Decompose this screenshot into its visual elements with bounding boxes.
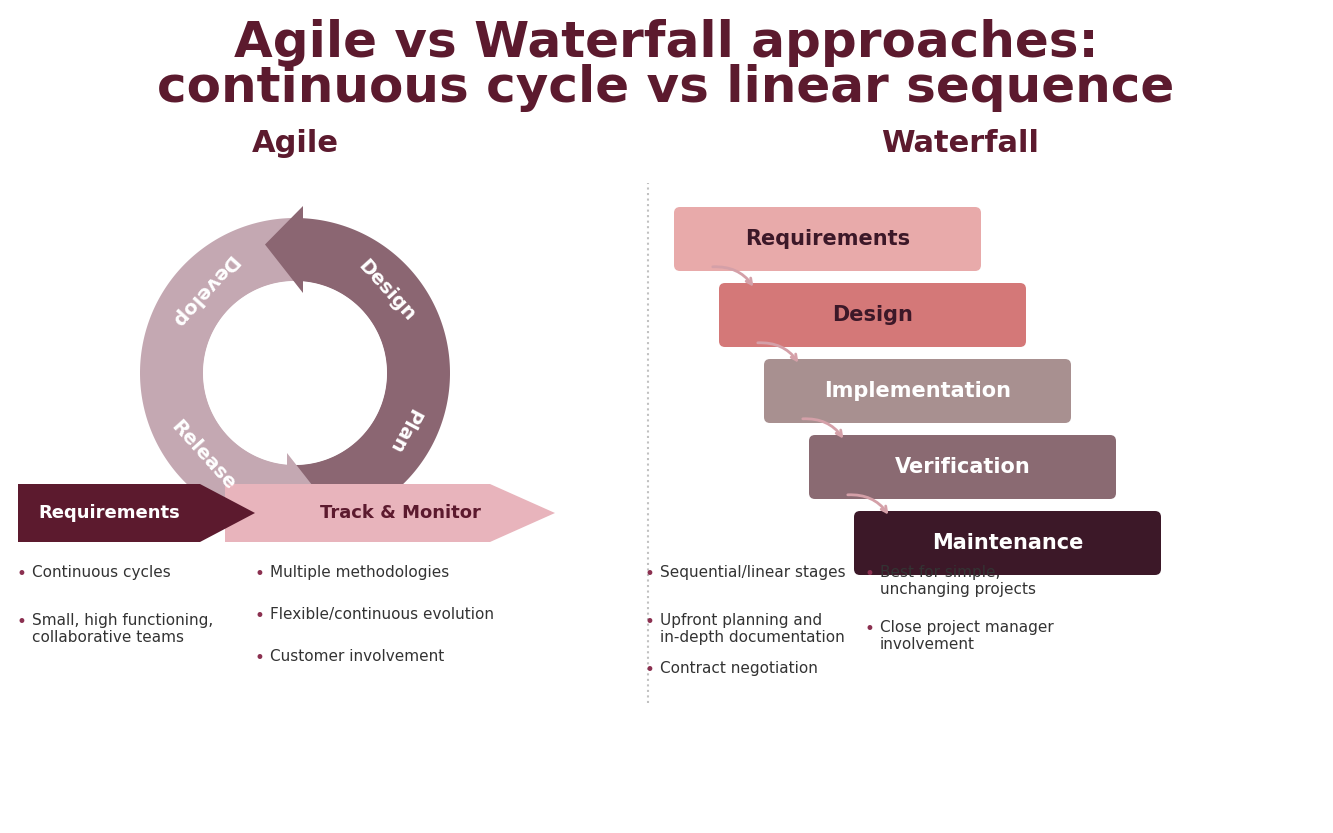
Text: Requirements: Requirements [745, 229, 910, 249]
Text: Plan: Plan [384, 406, 424, 456]
Text: Contract negotiation: Contract negotiation [660, 661, 818, 676]
Text: Close project manager: Close project manager [880, 620, 1054, 635]
Text: Release: Release [167, 417, 239, 494]
Text: Design: Design [832, 305, 913, 325]
Text: Sequential/linear stages: Sequential/linear stages [660, 565, 845, 580]
Text: Multiple methodologies: Multiple methodologies [271, 565, 449, 580]
Circle shape [204, 282, 387, 464]
Text: Maintenance: Maintenance [932, 533, 1084, 553]
Text: Implementation: Implementation [824, 381, 1010, 401]
Polygon shape [265, 206, 303, 293]
Text: •: • [644, 661, 655, 679]
Text: Waterfall: Waterfall [881, 128, 1038, 157]
Text: involvement: involvement [880, 637, 974, 652]
FancyBboxPatch shape [674, 207, 981, 271]
Text: Verification: Verification [894, 457, 1030, 477]
FancyBboxPatch shape [718, 283, 1026, 347]
Text: Flexible/continuous evolution: Flexible/continuous evolution [271, 607, 495, 622]
Text: in-depth documentation: in-depth documentation [660, 630, 845, 645]
FancyBboxPatch shape [764, 359, 1070, 423]
Text: continuous cycle vs linear sequence: continuous cycle vs linear sequence [157, 64, 1174, 112]
Polygon shape [225, 484, 555, 542]
FancyBboxPatch shape [809, 435, 1116, 499]
Text: •: • [644, 565, 655, 583]
Text: •: • [16, 613, 27, 631]
Text: Develop: Develop [167, 251, 240, 330]
Polygon shape [287, 453, 325, 540]
Text: •: • [16, 565, 27, 583]
Text: Agile: Agile [252, 128, 339, 157]
Text: collaborative teams: collaborative teams [32, 630, 184, 645]
Text: Upfront planning and: Upfront planning and [660, 613, 822, 628]
Text: •: • [644, 613, 655, 631]
Text: Design: Design [355, 256, 419, 325]
Text: Customer involvement: Customer involvement [271, 649, 444, 664]
Text: •: • [864, 565, 874, 583]
Text: unchanging projects: unchanging projects [880, 582, 1036, 597]
Text: •: • [864, 620, 874, 638]
Text: •: • [255, 565, 264, 583]
Polygon shape [19, 484, 255, 542]
Text: Track & Monitor: Track & Monitor [320, 504, 480, 522]
Text: Best for simple,: Best for simple, [880, 565, 1000, 580]
Text: Agile vs Waterfall approaches:: Agile vs Waterfall approaches: [233, 19, 1098, 67]
Polygon shape [295, 218, 451, 528]
Text: Continuous cycles: Continuous cycles [32, 565, 171, 580]
FancyBboxPatch shape [854, 511, 1161, 575]
Text: Requirements: Requirements [39, 504, 180, 522]
Polygon shape [140, 218, 295, 528]
Text: •: • [255, 607, 264, 625]
Text: Small, high functioning,: Small, high functioning, [32, 613, 213, 628]
Text: •: • [255, 649, 264, 667]
